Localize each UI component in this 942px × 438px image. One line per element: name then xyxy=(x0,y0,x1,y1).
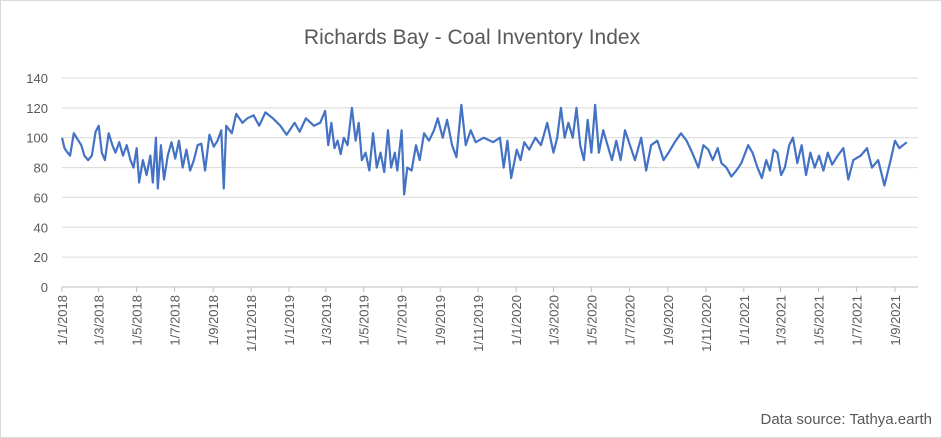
x-tick-label: 1/7/2019 xyxy=(395,295,410,346)
y-tick-label: 100 xyxy=(26,131,48,146)
y-tick-label: 0 xyxy=(41,280,48,295)
chart-title: Richards Bay - Coal Inventory Index xyxy=(304,26,641,49)
x-tick-label: 1/5/2019 xyxy=(357,295,372,346)
x-tick-label: 1/1/2021 xyxy=(737,295,752,346)
x-tick-label: 1/1/2020 xyxy=(509,295,524,346)
x-tick-label: 1/11/2019 xyxy=(471,295,486,352)
x-tick-label: 1/3/2020 xyxy=(546,295,561,346)
x-tick-label: 1/7/2018 xyxy=(168,295,183,346)
x-tick-label: 1/7/2020 xyxy=(622,295,637,346)
x-tick-label: 1/5/2020 xyxy=(584,295,599,346)
y-tick-label: 60 xyxy=(34,190,48,205)
y-tick-label: 120 xyxy=(26,101,48,116)
x-tick-label: 1/1/2018 xyxy=(55,295,70,346)
source-note: Data source: Tathya.earth xyxy=(761,411,933,428)
y-tick-label: 40 xyxy=(34,220,48,235)
x-tick-label: 1/11/2020 xyxy=(699,295,714,352)
y-tick-label: 80 xyxy=(34,161,48,176)
x-tick-label: 1/5/2021 xyxy=(811,295,826,346)
x-tick-label: 1/5/2018 xyxy=(130,295,145,346)
x-tick-label: 1/9/2020 xyxy=(661,295,676,346)
x-tick-label: 1/9/2019 xyxy=(433,295,448,346)
x-tick-label: 1/3/2018 xyxy=(92,295,107,346)
x-tick-label: 1/3/2021 xyxy=(774,295,789,346)
x-tick-label: 1/1/2019 xyxy=(282,295,297,346)
x-tick-label: 1/9/2021 xyxy=(888,295,903,346)
data-line xyxy=(60,103,908,196)
y-tick-label: 140 xyxy=(26,71,48,86)
x-tick-label: 1/3/2019 xyxy=(319,295,334,346)
x-tick-label: 1/11/2018 xyxy=(244,295,259,352)
x-tick-label: 1/9/2018 xyxy=(206,295,221,346)
y-tick-label: 20 xyxy=(34,250,48,265)
x-tick-label: 1/7/2021 xyxy=(849,295,864,346)
